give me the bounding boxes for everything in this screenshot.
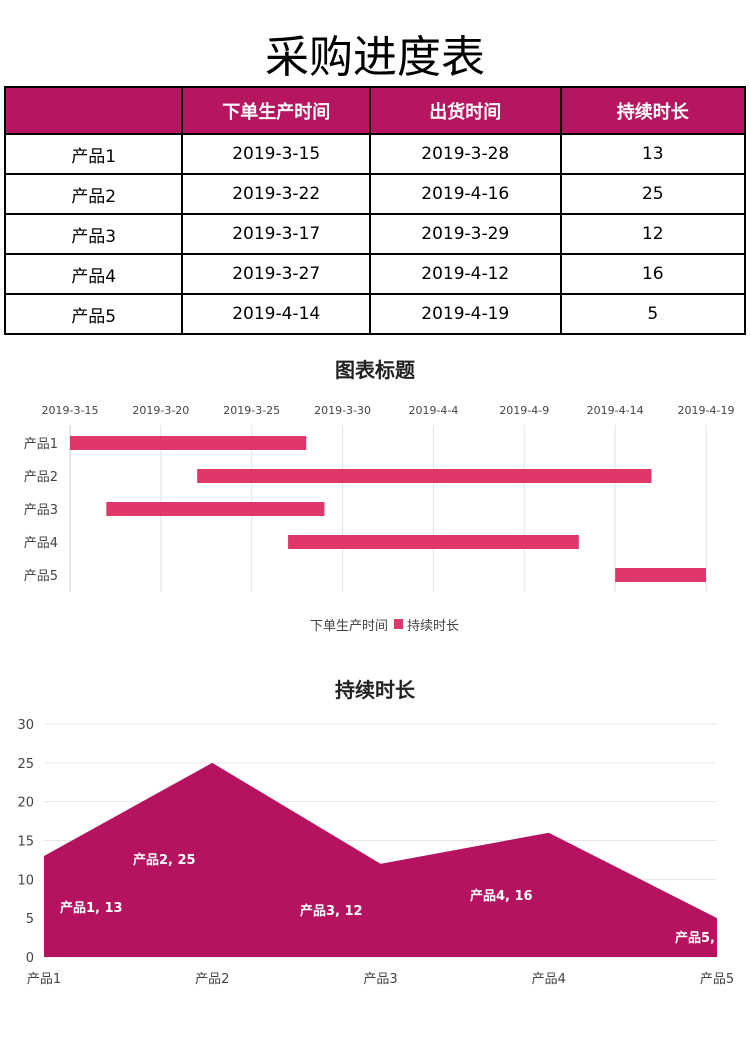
data-label: 产品1, 13 — [60, 900, 123, 916]
x-tick-label: 2019-4-19 — [678, 404, 735, 417]
y-tick-label: 10 — [17, 873, 34, 888]
table-cell: 2019-3-15 — [181, 133, 371, 175]
y-tick-label: 产品1 — [24, 437, 58, 452]
x-tick-label: 产品5 — [700, 972, 734, 987]
table-row: 产品3 2019-3-17 2019-3-29 12 — [3, 213, 747, 255]
table-cell: 2019-4-19 — [368, 293, 562, 335]
x-tick-label: 2019-3-30 — [314, 404, 371, 417]
table-row: 产品4 2019-3-27 2019-4-12 16 — [3, 253, 747, 295]
x-tick-label: 产品1 — [27, 972, 61, 987]
y-tick-label: 20 — [17, 796, 34, 811]
table-cell: 产品1 — [3, 133, 184, 175]
x-tick-label: 2019-3-25 — [223, 404, 280, 417]
x-tick-label: 产品2 — [195, 972, 229, 987]
gantt-bar — [197, 469, 652, 483]
y-tick-label: 产品4 — [24, 536, 58, 551]
table-cell: 2019-3-29 — [368, 213, 562, 255]
header-cell: 下单生产时间 — [181, 86, 371, 135]
page-title: 采购进度表 — [265, 32, 485, 83]
table-cell: 16 — [559, 253, 747, 295]
purchase-table: 下单生产时间 出货时间 持续时长 产品1 2019-3-15 2019-3-28 13… — [3, 86, 747, 335]
y-tick-label: 25 — [17, 757, 34, 772]
data-label: 产品4, 16 — [470, 888, 533, 904]
legend-swatch — [394, 619, 403, 629]
y-tick-label: 产品2 — [24, 470, 58, 485]
table-cell: 产品4 — [3, 253, 184, 295]
table-cell: 25 — [559, 173, 747, 215]
table-row: 产品5 2019-4-14 2019-4-19 5 — [3, 293, 747, 335]
gantt-bar — [615, 568, 706, 582]
table-cell: 2019-3-28 — [368, 133, 562, 175]
table-row: 产品2 2019-3-22 2019-4-16 25 — [3, 173, 747, 215]
table-row: 产品1 2019-3-15 2019-3-28 13 — [3, 133, 747, 175]
area-series — [44, 762, 717, 957]
y-tick-label: 15 — [17, 835, 34, 850]
area-title: 持续时长 — [335, 678, 415, 702]
data-label: 产品2, 25 — [133, 852, 196, 868]
area-chart: 0 5 10 15 20 25 30 产品1, 13 产品1 产品2, 25 产品2 产品3, 12 产… — [17, 718, 734, 987]
table-cell: 2019-4-16 — [368, 173, 562, 215]
data-label: 产品5, — [675, 930, 715, 946]
legend-label: 下单生产时间 — [310, 619, 388, 634]
table-cell: 13 — [559, 133, 747, 175]
x-tick-label: 产品3 — [363, 972, 397, 987]
header-cell: 出货时间 — [368, 86, 562, 135]
header-cell: 持续时长 — [559, 86, 747, 135]
x-tick-label: 2019-4-4 — [408, 404, 458, 417]
x-tick-label: 2019-4-9 — [499, 404, 549, 417]
table-cell: 产品5 — [3, 293, 184, 335]
gantt-bar — [106, 502, 325, 516]
data-label: 产品3, 12 — [300, 903, 363, 919]
table-cell: 12 — [559, 213, 747, 255]
header-cell — [3, 86, 184, 135]
gantt-bar — [70, 436, 307, 450]
gantt-bar — [288, 535, 579, 549]
x-tick-label: 2019-3-20 — [132, 404, 189, 417]
table-cell: 2019-4-12 — [368, 253, 562, 295]
table-cell: 5 — [559, 293, 747, 335]
table-cell: 2019-3-22 — [181, 173, 371, 215]
x-tick-label: 2019-4-14 — [587, 404, 644, 417]
table-cell: 2019-3-27 — [181, 253, 371, 295]
table-cell: 产品3 — [3, 213, 184, 255]
y-tick-label: 30 — [17, 718, 34, 733]
y-tick-label: 0 — [26, 951, 34, 966]
gantt-title: 图表标题 — [335, 358, 415, 382]
table-cell: 产品2 — [3, 173, 184, 215]
table-header-row: 下单生产时间 出货时间 持续时长 — [3, 86, 747, 135]
y-tick-label: 5 — [26, 912, 34, 927]
legend-label: 持续时长 — [407, 619, 459, 634]
y-tick-label: 产品5 — [24, 569, 58, 584]
y-tick-label: 产品3 — [24, 503, 58, 518]
x-tick-label: 产品4 — [532, 972, 566, 987]
table-cell: 2019-4-14 — [181, 293, 371, 335]
x-tick-label: 2019-3-15 — [42, 404, 99, 417]
table-cell: 2019-3-17 — [181, 213, 371, 255]
gantt-chart: 2019-3-15 2019-3-20 2019-3-25 2019-3-30 2019… — [24, 404, 735, 634]
